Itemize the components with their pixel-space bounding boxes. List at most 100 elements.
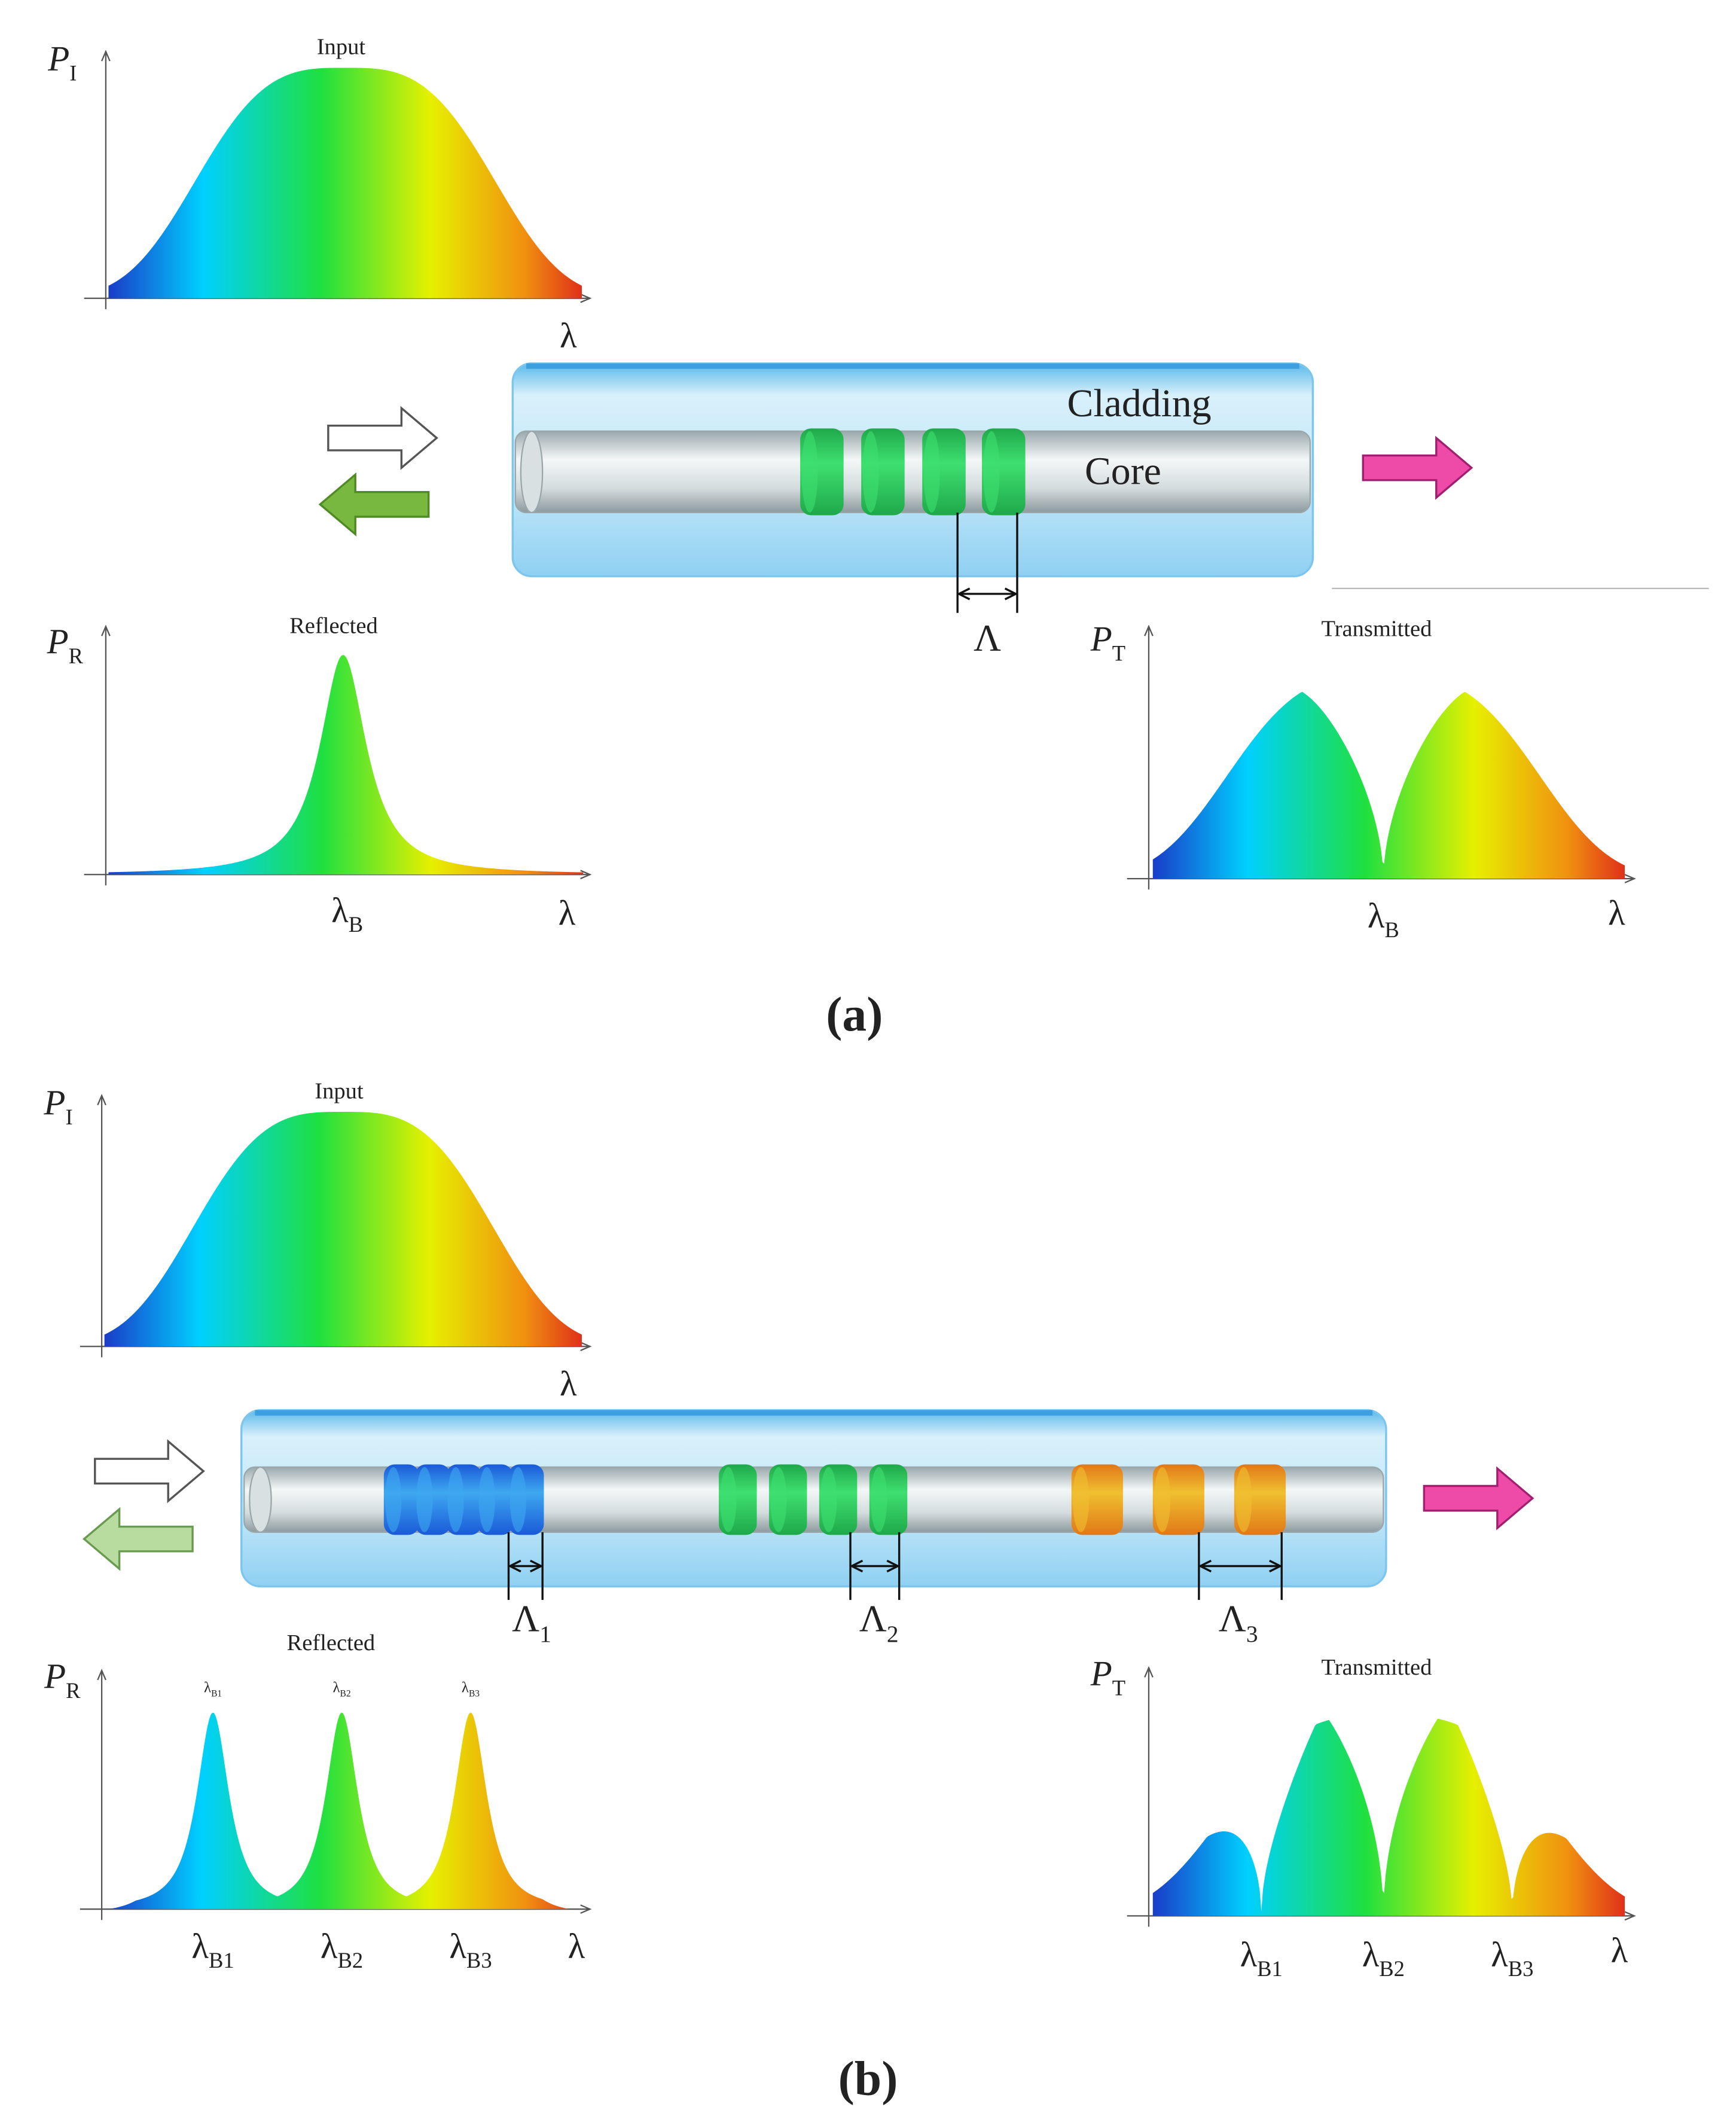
y-arrow — [101, 624, 111, 636]
y-arrow — [101, 50, 111, 62]
peak-small-label-symbol: λ — [462, 1679, 469, 1696]
period-label: Λ1 — [512, 1597, 551, 1647]
period-label: Λ3 — [1219, 1597, 1258, 1647]
grating-ring-face — [1072, 1467, 1090, 1532]
peak-label-symbol: λ — [331, 891, 349, 930]
peak-small-label-subscript: B3 — [469, 1688, 480, 1699]
peak-small-label: λB1 — [204, 1679, 222, 1699]
grating-ring-face — [385, 1467, 402, 1532]
input-spectrum — [108, 68, 582, 298]
transmitted-spectrum — [1152, 691, 1625, 879]
cladding-label: Cladding — [1067, 382, 1212, 425]
x-arrow — [580, 1904, 592, 1914]
y-axis-label-subscript: T — [1112, 1676, 1125, 1700]
x-arrow — [580, 293, 592, 303]
y-axis-label-subscript: T — [1112, 641, 1125, 666]
y-axis-label: PT — [1090, 1654, 1125, 1700]
peak-label-symbol: λ — [191, 1926, 209, 1966]
y-axis-label-subscript: R — [69, 644, 84, 668]
grating-ring-face — [509, 1467, 526, 1532]
x-axis-label: λ — [568, 1926, 585, 1966]
dip-label-symbol: λ — [1362, 1934, 1380, 1974]
grating-ring-face — [820, 1467, 837, 1532]
grating-ring-face — [871, 1467, 887, 1532]
reflected-arrow — [318, 472, 430, 536]
peak-small-label-symbol: λ — [204, 1679, 211, 1696]
period-label-symbol: Λ — [859, 1597, 887, 1639]
grating-ring-face — [983, 431, 1000, 513]
period-label: Λ — [974, 617, 1001, 659]
core — [514, 430, 1311, 514]
peak-small-label: λB2 — [332, 1679, 350, 1699]
y-axis-label-symbol: P — [1090, 1654, 1112, 1693]
grating-ring-face — [416, 1467, 433, 1532]
grating-ring-face — [447, 1467, 464, 1532]
input-arrow — [327, 406, 438, 470]
peak-label-subscript: B3 — [466, 1948, 492, 1972]
period-arrowhead — [849, 1559, 901, 1573]
x-axis-label: λ — [560, 1364, 577, 1403]
transmitted-arrow — [1362, 435, 1473, 500]
y-axis-label-symbol: P — [47, 622, 69, 661]
dip-label-symbol: λ — [1368, 896, 1385, 935]
x-arrow — [1624, 1911, 1636, 1921]
grating-ring-face — [923, 431, 940, 513]
plot-title: Input — [317, 35, 366, 60]
peak-label-subscript: B — [349, 912, 363, 937]
y-axis-label-symbol: P — [1090, 619, 1112, 658]
plot-title: Transmitted — [1322, 1655, 1432, 1680]
grating-ring-face — [720, 1467, 737, 1532]
period-arrowhead — [507, 1559, 544, 1573]
dip-label-subscript: B3 — [1508, 1956, 1534, 1981]
dip-label-symbol: λ — [1240, 1934, 1258, 1974]
period-label: Λ2 — [859, 1597, 899, 1647]
peak-small-label-subscript: B1 — [211, 1688, 222, 1699]
panel-label: (a) — [826, 987, 883, 1041]
peak-label: λB — [331, 891, 363, 937]
x-axis-label: λ — [1611, 1930, 1628, 1969]
y-arrow — [1144, 1666, 1154, 1678]
y-axis-label: PI — [43, 1083, 72, 1129]
plot-title: Input — [315, 1078, 364, 1103]
grating-ring-face — [801, 431, 818, 513]
peak-label: λB3 — [449, 1926, 492, 1972]
period-label-subscript: 1 — [539, 1621, 551, 1647]
panel-label: (b) — [838, 2051, 898, 2106]
x-arrow — [580, 1342, 592, 1352]
x-arrow — [580, 870, 592, 880]
reflected-spectrum — [108, 655, 584, 875]
dip-label-subscript: B — [1384, 917, 1399, 942]
input-arrow — [94, 1439, 205, 1504]
peak-label-subscript: B2 — [337, 1948, 363, 1972]
grating-ring-face — [478, 1467, 495, 1532]
peak-small-label-subscript: B2 — [340, 1688, 351, 1699]
reflected-spectrum — [105, 1712, 584, 1910]
period-label-subscript: 3 — [1246, 1621, 1258, 1647]
period-arrowhead — [1198, 1559, 1283, 1573]
dip-label-symbol: λ — [1491, 1934, 1508, 1974]
y-axis-label: PT — [1090, 619, 1125, 665]
input-spectrum — [104, 1112, 582, 1347]
reflected-arrow — [82, 1507, 194, 1571]
transmitted-spectrum — [1152, 1718, 1625, 1916]
x-axis-label: λ — [559, 893, 576, 932]
y-axis-label-symbol: P — [47, 39, 69, 78]
y-axis-label-subscript: R — [66, 1678, 81, 1703]
transmitted-arrow — [1423, 1466, 1534, 1530]
cladding-top-edge — [255, 1410, 1373, 1416]
dip-label: λB1 — [1240, 1934, 1283, 1980]
grating-ring-face — [1154, 1467, 1171, 1532]
dip-label: λB3 — [1491, 1934, 1533, 1980]
y-arrow — [1144, 624, 1154, 636]
period-label-subscript: 2 — [887, 1621, 899, 1647]
plot-title: Reflected — [289, 614, 378, 639]
plot-title: Reflected — [287, 1630, 376, 1655]
y-arrow — [97, 1093, 106, 1106]
core-end — [249, 1466, 272, 1533]
x-arrow — [1624, 874, 1636, 883]
peak-label-subscript: B1 — [209, 1948, 234, 1972]
core-end — [520, 430, 544, 514]
y-axis-label: PI — [47, 39, 77, 85]
period-label-symbol: Λ — [1219, 1597, 1246, 1639]
